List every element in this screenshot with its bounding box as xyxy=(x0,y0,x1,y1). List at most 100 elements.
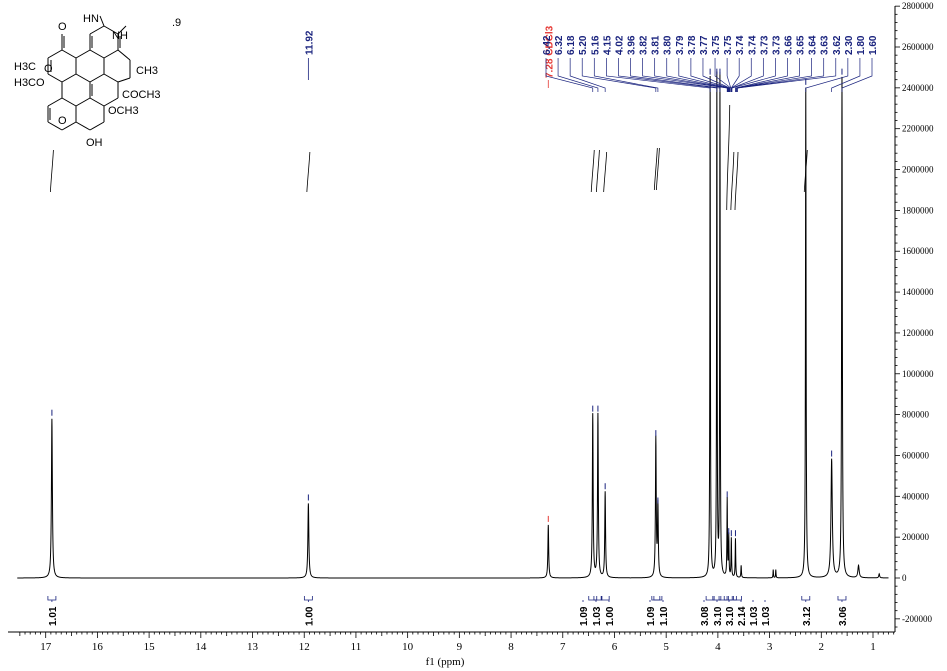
x-tick-label: 11 xyxy=(351,641,362,653)
peak-connector xyxy=(569,58,606,92)
x-tick-label: 2 xyxy=(819,641,825,653)
peak-connector xyxy=(593,58,659,92)
y-tick-label: 2600000 xyxy=(902,42,934,52)
ch3-label: CH3 xyxy=(136,65,158,77)
integral-curves xyxy=(50,104,808,211)
y-tick-label: 2400000 xyxy=(902,83,934,93)
integral-label: 3.08 xyxy=(700,606,711,626)
integral-bracket xyxy=(727,596,737,601)
peak-connector xyxy=(736,58,812,92)
peak-labels: 7.28 CDCl3 11.92 6.42 6.32 6.18 5.20 5.16 4.15 4… xyxy=(304,25,879,92)
peak-connector xyxy=(642,58,728,92)
bond xyxy=(75,73,91,83)
bond xyxy=(99,15,105,27)
bond xyxy=(61,121,77,131)
peak-connector xyxy=(545,58,594,92)
peak-label: 3.79 xyxy=(675,35,686,55)
y-tick-label: 0 xyxy=(902,573,907,583)
bond xyxy=(61,49,77,59)
y-tick-label: 400000 xyxy=(902,491,930,501)
integral-label: 1.10 xyxy=(659,606,670,626)
bond xyxy=(75,49,91,59)
bond xyxy=(117,49,131,61)
peak-label: 3.78 xyxy=(687,35,698,55)
x-tick-label: 15 xyxy=(144,641,156,653)
bond xyxy=(75,121,91,131)
bond xyxy=(61,73,77,83)
integral-label: 1.03 xyxy=(592,606,603,626)
peak-label: 3.75 xyxy=(723,35,734,55)
x-tick-label: 7 xyxy=(560,641,566,653)
x-tick-label: 16 xyxy=(92,641,104,653)
peak-label: 3.62 xyxy=(832,35,843,55)
y-tick-label: 2200000 xyxy=(902,124,934,134)
peak-connector xyxy=(654,58,729,92)
bond xyxy=(61,97,77,107)
integral-label: 1.09 xyxy=(579,606,590,626)
y-tick-label: -200000 xyxy=(902,614,932,624)
peak-label: 5.20 xyxy=(578,35,589,55)
bond xyxy=(103,73,119,83)
bond xyxy=(117,25,127,35)
peak-label: 3.96 xyxy=(627,35,638,55)
integral-curve xyxy=(590,149,595,193)
y-tick-label: 800000 xyxy=(902,410,930,420)
x-tick-label: 17 xyxy=(40,641,52,653)
integral-curve xyxy=(653,147,658,191)
peak-label: 1.80 xyxy=(856,35,867,55)
y-tick-label: 600000 xyxy=(902,450,930,460)
peak-connector xyxy=(581,58,657,92)
och3-label: OCH3 xyxy=(108,105,139,117)
bond xyxy=(103,97,119,107)
x-axis: 17 16 15 14 13 12 11 10 9 8 7 6 5 4 3 2 1 xyxy=(8,631,895,653)
integral-bracket xyxy=(593,596,603,601)
integral-bracket xyxy=(303,596,313,601)
peak-connector xyxy=(726,58,732,92)
peak-label: 3.64 xyxy=(808,35,819,55)
integral-bracket xyxy=(705,596,715,601)
peak-connector xyxy=(805,58,849,92)
bond xyxy=(103,25,119,35)
integral-label: 3.12 xyxy=(802,606,813,626)
integral-curve xyxy=(730,151,735,211)
peak-connector xyxy=(557,58,599,92)
y-tick-label: 200000 xyxy=(902,532,930,542)
peak-label: 3.73 xyxy=(759,35,770,55)
peak-label: 6.32 xyxy=(554,35,565,55)
bond xyxy=(89,97,105,107)
bond xyxy=(103,49,119,59)
integral-label: 1.00 xyxy=(605,606,616,626)
y-axis: -200000 0 200000 400000 600000 800000 1000000 1… xyxy=(894,1,934,632)
integral-bracket xyxy=(600,596,610,601)
h3co-label: H3CO xyxy=(14,77,45,89)
integral-label: 1.01 xyxy=(48,606,59,626)
integral-bracket xyxy=(653,596,663,601)
integral-bracket xyxy=(733,596,742,601)
peak-connector xyxy=(736,58,825,92)
coch3-label: COCH3 xyxy=(122,89,161,101)
integral-bracket xyxy=(801,596,811,601)
x-tick-label: 8 xyxy=(508,641,514,653)
bond xyxy=(75,97,91,107)
peak-label: 1.60 xyxy=(868,35,879,55)
integral-curve xyxy=(734,151,739,211)
bond xyxy=(117,77,131,83)
solvent-peak-label: 7.28 CDCl3 xyxy=(544,25,555,78)
peak-label: 3.82 xyxy=(639,35,650,55)
x-tick-label: 9 xyxy=(457,641,463,653)
peak-connector xyxy=(690,58,730,92)
peak-label: 3.66 xyxy=(783,35,794,55)
integral-bracket xyxy=(718,596,728,601)
y-tick-label: 2800000 xyxy=(902,1,934,11)
integral-labels: 1.01 1.00 1.09 1.03 1.00 1.09 1.10 3.08 3.10 3.10… xyxy=(47,596,849,626)
bond xyxy=(89,49,105,59)
integral-curve xyxy=(656,147,660,191)
integral-label: 1.09 xyxy=(646,606,657,626)
bond xyxy=(47,73,63,83)
peak-connector xyxy=(737,58,837,92)
integral-label: 3.10 xyxy=(725,606,736,626)
integral-curve xyxy=(603,151,608,193)
bond xyxy=(47,121,63,131)
peak-connector xyxy=(735,58,800,92)
